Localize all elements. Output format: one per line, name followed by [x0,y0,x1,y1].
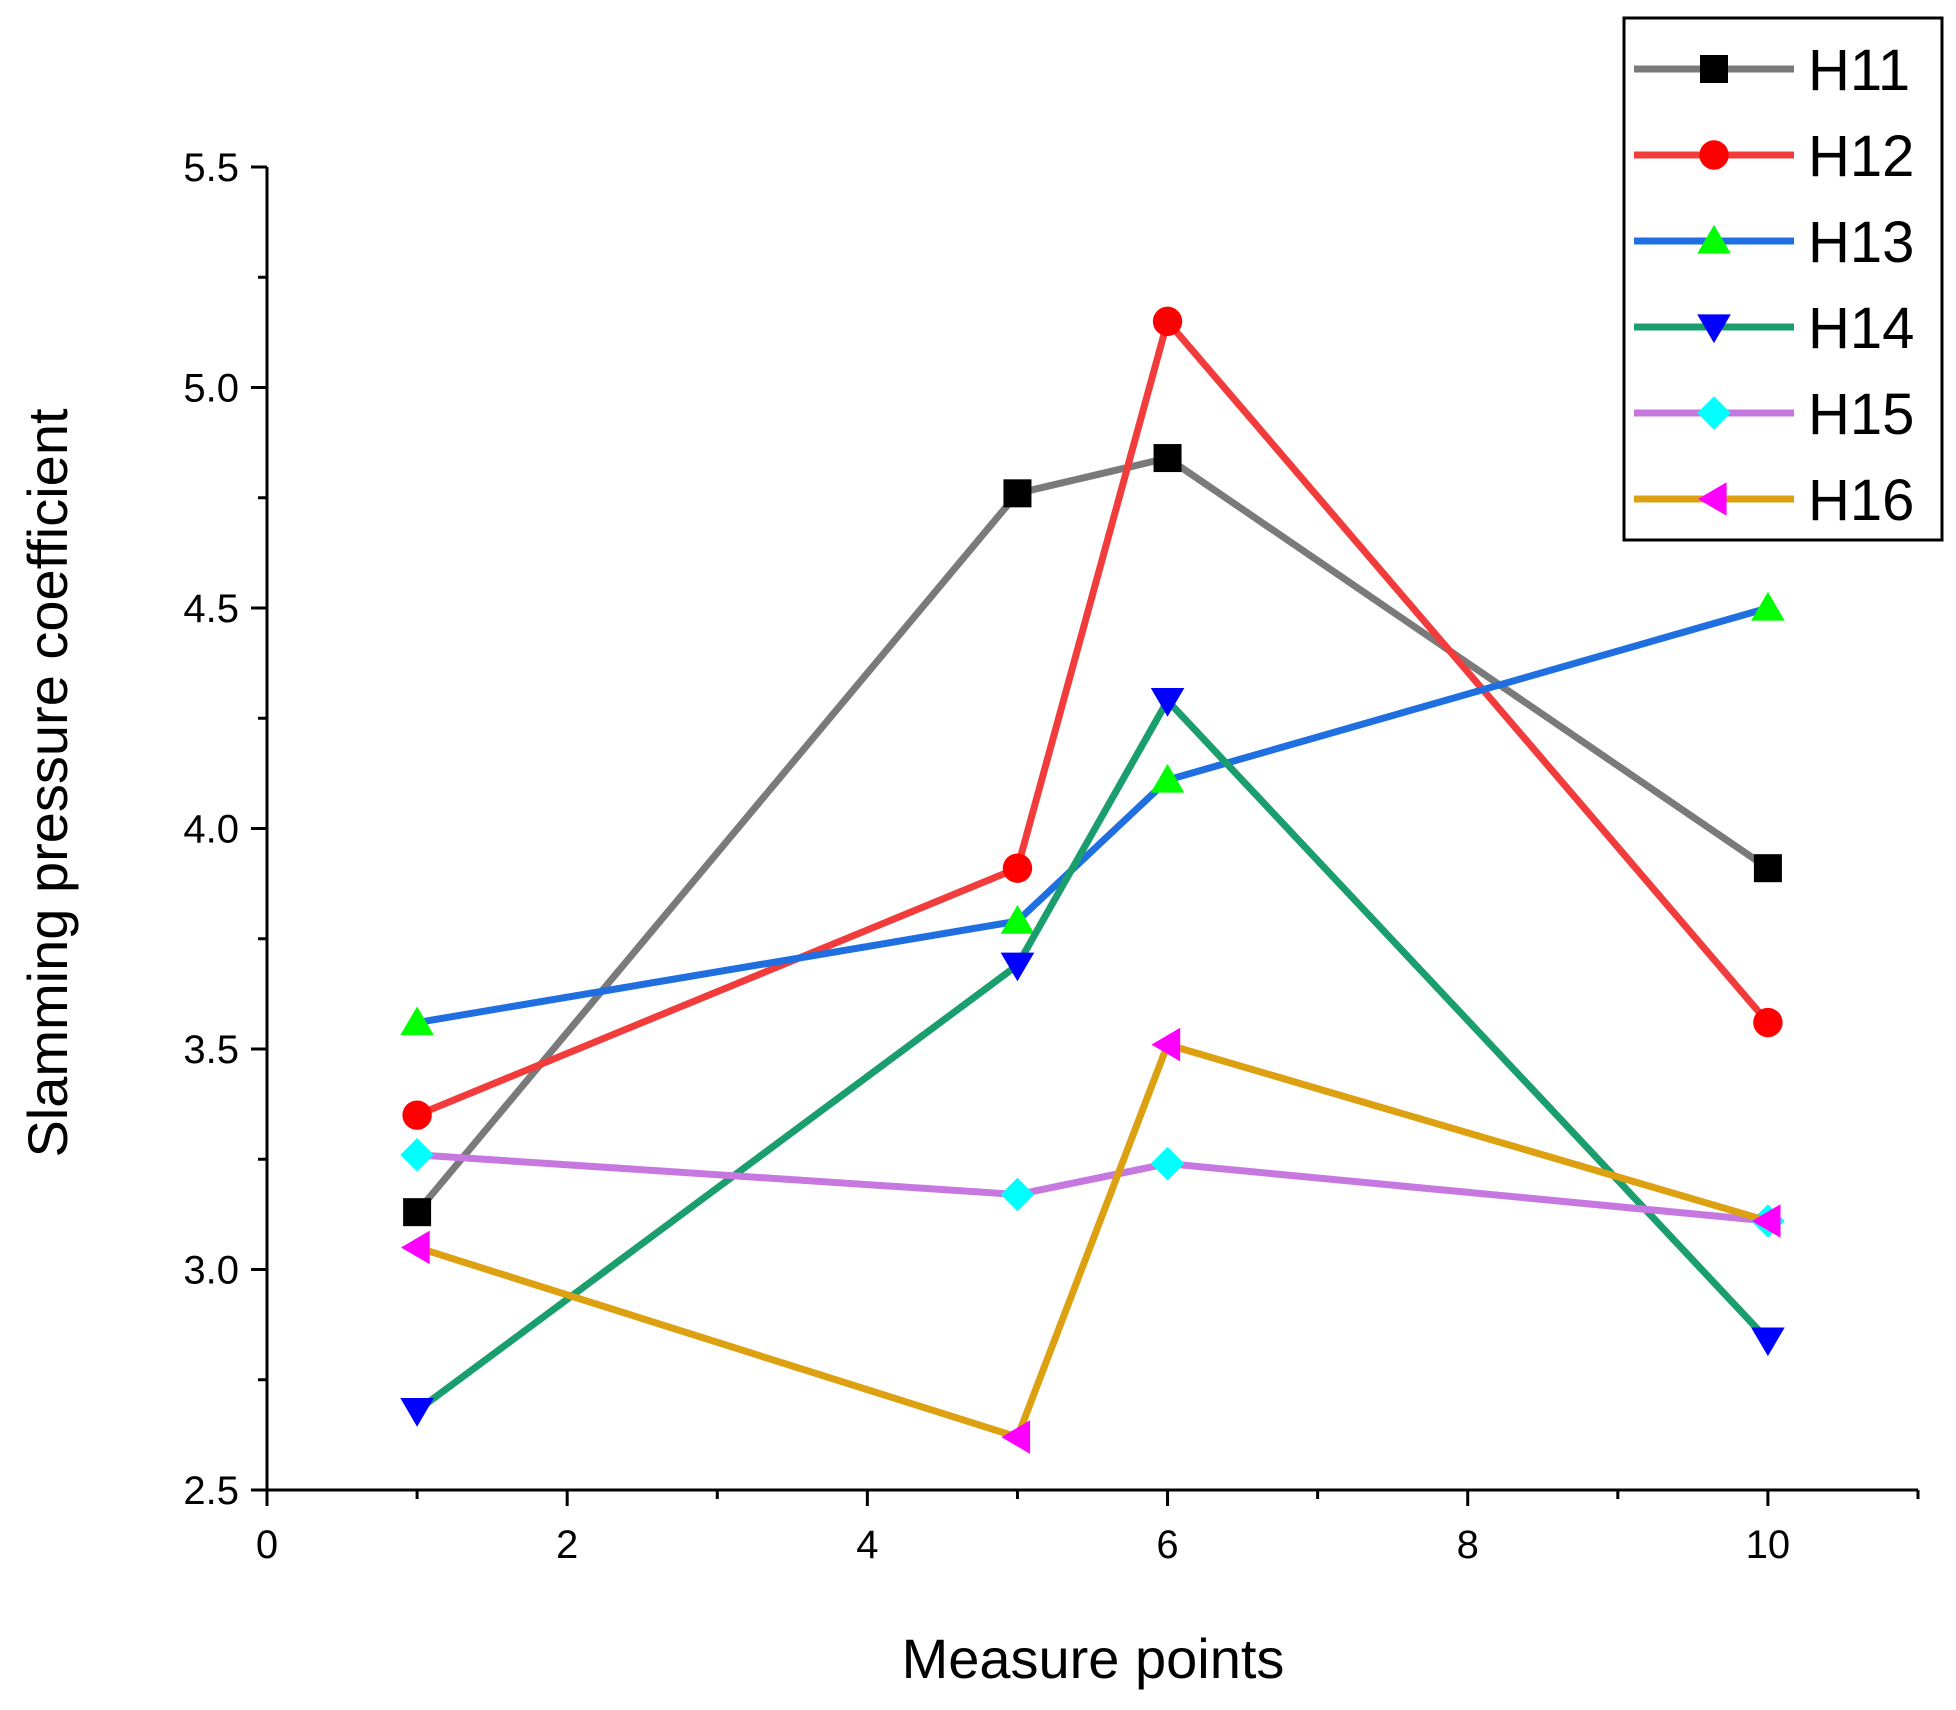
legend-item-h16: H16 [1634,468,1914,533]
data-point-h12 [1152,306,1183,337]
x-tick-label: 6 [1156,1523,1178,1567]
data-point-h11 [1003,479,1032,508]
data-point-h14 [400,1398,434,1427]
y-tick-label: 3.0 [183,1249,239,1293]
series-h15 [400,1138,1785,1238]
legend-label-h12: H12 [1808,124,1914,189]
legend-item-h14: H14 [1634,296,1914,361]
legend-marker-h13 [1697,224,1731,254]
data-point-h14 [1150,688,1185,717]
data-point-h16 [1001,1420,1031,1454]
legend-item-h11: H11 [1634,38,1910,103]
series-line-h11 [414,454,1770,1215]
legend-label-h13: H13 [1808,210,1914,275]
series-line-h13 [416,604,1769,1026]
data-point-h13 [1751,591,1785,621]
series-line-h15 [416,1151,1769,1225]
x-tick-label: 2 [556,1523,578,1567]
y-tick-label: 2.5 [183,1469,239,1513]
y-tick-label: 5.0 [183,367,239,411]
data-point-h16 [1751,1204,1781,1238]
series-line-h12 [415,317,1771,1119]
y-axis-title: Slamming pressure coefficient [16,408,79,1158]
x-tick-label: 10 [1746,1523,1791,1567]
legend-label-h15: H15 [1808,382,1914,447]
data-point-h14 [1000,952,1035,982]
data-point-h11 [1753,854,1782,883]
series-h16 [400,1027,1781,1454]
data-point-h12 [1002,853,1033,883]
legend-item-h12: H12 [1634,124,1914,189]
y-tick-label: 4.5 [183,587,239,631]
data-point-h13 [400,1006,434,1036]
legend-marker-h14 [1697,314,1731,344]
data-point-h11 [1153,444,1182,473]
y-tick-label: 3.5 [183,1028,239,1072]
data-point-h12 [1753,1007,1783,1038]
axes: 0 2 4 6 8 10 2.5 3.0 3.5 4.0 4.5 5.0 5.5 [183,146,1920,1567]
legend-item-h15: H15 [1634,382,1914,447]
data-point-h11 [403,1198,432,1227]
legend-item-h13: H13 [1634,210,1914,275]
x-tick-label: 8 [1457,1523,1479,1567]
legend: H11 H12 H13 H14 H15 H16 [1622,16,1944,542]
legend-box [1622,16,1944,542]
y-tick-label: 5.5 [183,146,239,190]
series-h13 [400,591,1785,1036]
x-tick-label: 0 [256,1523,278,1567]
series-line-h16 [416,1041,1769,1441]
x-tick-label: 4 [856,1523,878,1567]
series-h12 [402,306,1783,1130]
legend-marker-h16 [1697,482,1727,516]
x-axis-title: Measure points [902,1627,1285,1690]
data-point-h15 [1000,1177,1035,1212]
legend-marker-h12 [1699,140,1729,170]
series-line-h14 [415,697,1771,1414]
legend-label-h11: H11 [1808,38,1910,103]
series-h14 [400,688,1785,1427]
legend-marker-h15 [1697,396,1731,430]
data-point-h16 [1151,1027,1181,1062]
legend-label-h16: H16 [1808,468,1914,533]
data-point-h16 [400,1230,430,1265]
data-point-h15 [400,1138,434,1172]
data-point-h13 [1000,905,1035,934]
data-point-h13 [1150,763,1185,793]
y-tick-label: 4.0 [183,808,239,852]
data-point-h15 [1150,1146,1185,1181]
series-layer [400,306,1785,1454]
data-point-h14 [1751,1327,1785,1357]
data-point-h12 [402,1100,432,1130]
series-h11 [403,444,1782,1227]
legend-label-h14: H14 [1808,296,1914,361]
legend-marker-h11 [1700,55,1728,83]
